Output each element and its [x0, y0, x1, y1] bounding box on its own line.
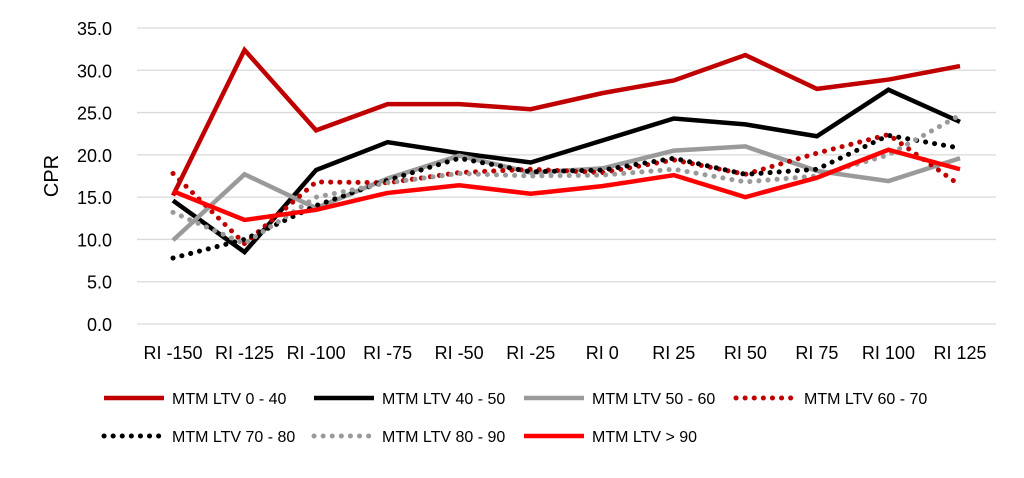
legend-item: MTM LTV 80 - 90	[311, 429, 505, 446]
x-tick-label: RI 125	[933, 343, 986, 363]
legend-item: MTM LTV 70 - 80	[101, 429, 295, 446]
legend-item: MTM LTV 0 - 40	[104, 391, 286, 408]
legend-label: MTM LTV 40 - 50	[382, 391, 505, 408]
x-tick-label: RI -100	[287, 343, 346, 363]
gridlines	[137, 27, 996, 325]
legend-label: MTM LTV > 90	[592, 429, 697, 446]
legend-label: MTM LTV 50 - 60	[592, 391, 715, 408]
legend-label: MTM LTV 0 - 40	[172, 391, 286, 408]
y-tick-label: 0.0	[87, 315, 112, 335]
series-line-5	[170, 112, 963, 247]
x-tick-label: RI 25	[652, 343, 695, 363]
x-tick-label: RI 50	[724, 343, 767, 363]
x-tick-label: RI 75	[795, 343, 838, 363]
y-tick-label: 20.0	[77, 146, 112, 166]
legend-item: MTM LTV 60 - 70	[733, 391, 927, 408]
legend-label: MTM LTV 60 - 70	[804, 391, 927, 408]
y-axis-label: CPR	[41, 155, 63, 197]
x-tick-label: RI -150	[143, 343, 202, 363]
legend-item: MTM LTV > 90	[524, 429, 697, 446]
x-tick-label: RI -50	[435, 343, 484, 363]
x-tick-label: RI 0	[586, 343, 619, 363]
legend: MTM LTV 0 - 40 MTM LTV 40 - 50 MTM LTV 50 …	[101, 391, 927, 446]
legend-label: MTM LTV 70 - 80	[172, 429, 295, 446]
x-tick-label: RI -25	[506, 343, 555, 363]
legend-item: MTM LTV 40 - 50	[314, 391, 505, 408]
x-tick-label: RI -75	[363, 343, 412, 363]
series-line-0	[170, 45, 961, 197]
x-axis-ticks: RI -150 RI -125 RI -100 RI -75 RI -50 RI -25 R…	[143, 343, 986, 363]
legend-item: MTM LTV 50 - 60	[524, 391, 715, 408]
x-tick-label: RI -125	[215, 343, 274, 363]
y-axis-ticks: 0.0 5.0 10.0 15.0 20.0 25.0 30.0 35.0	[77, 19, 112, 335]
y-tick-label: 5.0	[87, 273, 112, 293]
y-tick-label: 15.0	[77, 188, 112, 208]
y-tick-label: 30.0	[77, 61, 112, 81]
y-tick-label: 35.0	[77, 19, 112, 39]
series-line-2	[171, 144, 961, 242]
series-lines	[170, 45, 963, 261]
y-tick-label: 10.0	[77, 230, 112, 250]
y-tick-label: 25.0	[77, 104, 112, 124]
series-line-1	[171, 87, 961, 256]
x-tick-label: RI 100	[862, 343, 915, 363]
series-line-6	[172, 147, 961, 223]
series-line-3	[170, 131, 963, 248]
legend-label: MTM LTV 80 - 90	[382, 429, 505, 446]
